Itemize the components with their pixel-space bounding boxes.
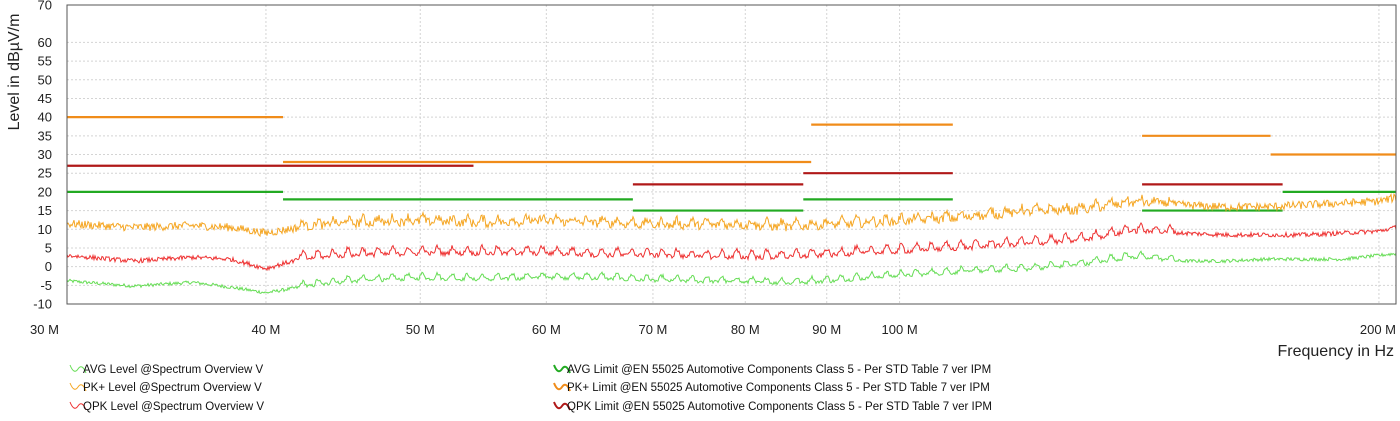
legend-label: AVG Level @Spectrum Overview V [83,364,264,376]
y-tick-label: 45 [38,91,52,106]
legend-swatch [69,364,87,374]
limit-lines [67,116,1396,212]
level-traces [66,192,1397,294]
x-tick-label: 50 M [406,322,435,337]
y-tick-label: 55 [38,54,52,69]
x-tick-label: 60 M [532,322,561,337]
grid-lines [66,4,1396,305]
x-axis-title: Frequency in Hz [1278,343,1395,360]
legend-label: QPK Level @Spectrum Overview V [83,401,264,413]
legend-swatch [553,401,571,411]
legend-swatch [69,382,87,392]
plot-frame [66,4,1397,305]
y-tick-label: 5 [45,240,52,255]
legend-label: PK+ Level @Spectrum Overview V [83,382,262,394]
y-tick-label: 20 [38,184,52,199]
legend-swatch [553,382,571,392]
level-trace [66,192,1397,238]
y-tick-label: 50 [38,72,52,87]
legend-swatch [69,401,87,411]
x-tick-label: 90 M [812,322,841,337]
y-tick-label: 0 [45,259,52,274]
legend-label: PK+ Limit @EN 55025 Automotive Component… [567,382,990,394]
x-tick-label: 80 M [731,322,760,337]
y-axis-title: Level in dBµV/m [6,14,23,131]
x-tick-label: 30 M [30,322,59,337]
y-tick-label: 60 [38,35,52,50]
legend: AVG Level @Spectrum Overview V PK+ Level … [69,364,992,413]
y-tick-label: 10 [38,222,52,237]
y-axis-ticks: -10 -5 0 5 10 15 20 25 30 35 40 45 50 55 60 70 [33,0,52,312]
y-tick-label: -10 [33,297,52,312]
y-tick-label: 40 [38,110,52,125]
legend-label: QPK Limit @EN 55025 Automotive Component… [567,401,992,413]
y-tick-label: 70 [38,0,52,13]
level-trace [66,250,1397,294]
y-tick-label: 15 [38,203,52,218]
legend-label: AVG Limit @EN 55025 Automotive Component… [567,364,991,376]
x-tick-label: 100 M [882,322,918,337]
level-trace [66,222,1397,272]
y-tick-label: 35 [38,128,52,143]
y-tick-label: 25 [38,166,52,181]
x-tick-label: 70 M [638,322,667,337]
y-tick-label: 30 [38,147,52,162]
x-axis-ticks: 30 M 40 M 50 M 60 M 70 M 80 M 90 M 100 M 200 M [30,322,1396,337]
x-tick-label: 200 M [1360,322,1396,337]
x-tick-label: 40 M [251,322,280,337]
y-tick-label: -5 [40,278,52,293]
legend-swatch [553,364,571,374]
